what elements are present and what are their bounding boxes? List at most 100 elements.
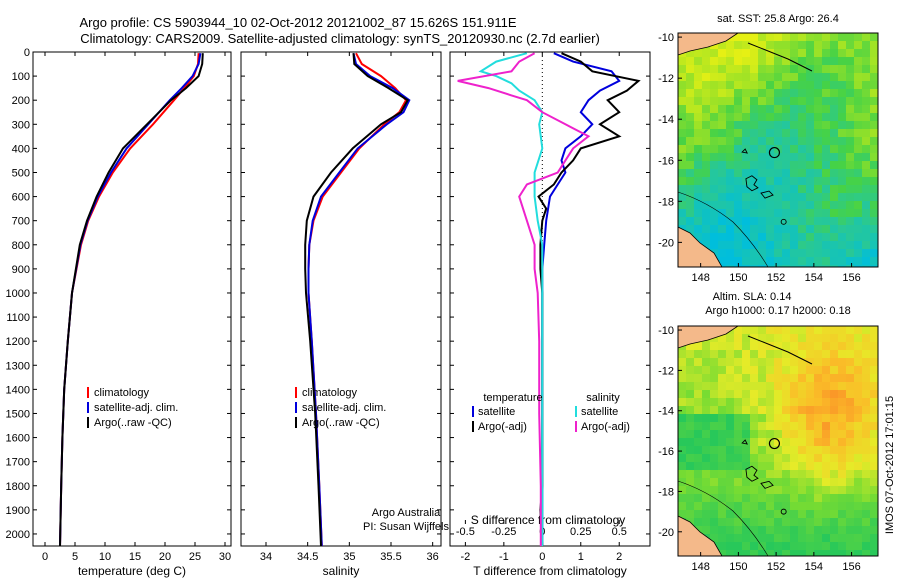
map-cell (790, 249, 798, 257)
map-cell (734, 366, 742, 374)
map-cell (686, 478, 694, 486)
map-cell (814, 201, 822, 209)
map-cell (726, 526, 734, 534)
x-tick-label: 150 (729, 561, 747, 573)
map-cell (862, 161, 870, 169)
map-cell (838, 257, 846, 265)
map-cell (846, 430, 854, 438)
map-cell (870, 65, 878, 73)
map-cell (870, 334, 878, 342)
map-cell (774, 89, 782, 97)
map-cell (718, 350, 726, 358)
map-cell (782, 81, 790, 89)
map-cell (686, 446, 694, 454)
map-cell (766, 422, 774, 430)
map-cell (790, 97, 798, 105)
map-cell (838, 265, 846, 267)
map-cell (806, 454, 814, 462)
map-cell (742, 49, 750, 57)
map-cell (862, 326, 870, 334)
map-cell (734, 478, 742, 486)
map-cell (806, 550, 814, 556)
map-cell (702, 169, 710, 177)
map-cell (750, 406, 758, 414)
x-tick-label: 35.5 (380, 551, 401, 563)
map-cell (790, 390, 798, 398)
y-tick-label: -14 (658, 406, 674, 418)
map-cell (718, 462, 726, 470)
map-cell (870, 121, 878, 129)
map-cell (846, 217, 854, 225)
map-cell (750, 462, 758, 470)
map-cell (718, 57, 726, 65)
map-cell (766, 97, 774, 105)
map-cell (862, 185, 870, 193)
map-cell (782, 57, 790, 65)
map-cell (718, 49, 726, 57)
map-cell (798, 326, 806, 334)
map-cell (838, 550, 846, 556)
map-cell (678, 414, 686, 422)
map-cell (742, 201, 750, 209)
map-cell (686, 414, 694, 422)
map-cell (710, 233, 718, 241)
map-cell (854, 534, 862, 542)
map-cell (718, 438, 726, 446)
map-cell (798, 209, 806, 217)
map-cell (758, 121, 766, 129)
map-cell (782, 201, 790, 209)
map-cell (838, 161, 846, 169)
map-cell (862, 177, 870, 185)
map-cell (830, 209, 838, 217)
map-cell (766, 177, 774, 185)
map-cell (742, 33, 750, 41)
map-cell (790, 265, 798, 267)
map-cell (822, 446, 830, 454)
map-cell (822, 113, 830, 121)
map-cell (766, 462, 774, 470)
map-cell (750, 478, 758, 486)
map-cell (710, 342, 718, 350)
map-cell (814, 510, 822, 518)
map-cell (726, 358, 734, 366)
map-cell (742, 89, 750, 97)
map-cell (742, 510, 750, 518)
map-cell (726, 430, 734, 438)
map-cell (822, 422, 830, 430)
s-axis-label: S difference from climatology (471, 513, 626, 527)
map-cell (710, 177, 718, 185)
map-cell (726, 65, 734, 73)
map-cell (694, 137, 702, 145)
map-cell (686, 177, 694, 185)
map-cell (830, 217, 838, 225)
difference-panel: -2 -1 0 1 2T difference from climatology-0.5… (449, 51, 651, 578)
map-cell (782, 374, 790, 382)
map-cell (846, 502, 854, 510)
map-cell (742, 382, 750, 390)
map-cell (694, 430, 702, 438)
map-cell (686, 494, 694, 502)
map-cell (806, 81, 814, 89)
map-cell (782, 438, 790, 446)
s-tick-label: 0.5 (612, 526, 627, 538)
map-cell (870, 542, 878, 550)
x-tick-label: 148 (691, 561, 709, 573)
map-cell (702, 374, 710, 382)
y-tick-label: 400 (12, 143, 30, 155)
map-cell (774, 406, 782, 414)
map-cell (750, 73, 758, 81)
map-cell (774, 49, 782, 57)
map-cell (870, 169, 878, 177)
map-cell (846, 57, 854, 65)
map-cell (726, 502, 734, 510)
map-cell (742, 145, 750, 153)
map-cell (870, 185, 878, 193)
map-cell (798, 193, 806, 201)
map-cell (838, 542, 846, 550)
map-cell (790, 177, 798, 185)
map-cell (790, 326, 798, 334)
map-cell (790, 422, 798, 430)
map-cell (718, 454, 726, 462)
map-cell (718, 121, 726, 129)
map-cell (678, 169, 686, 177)
